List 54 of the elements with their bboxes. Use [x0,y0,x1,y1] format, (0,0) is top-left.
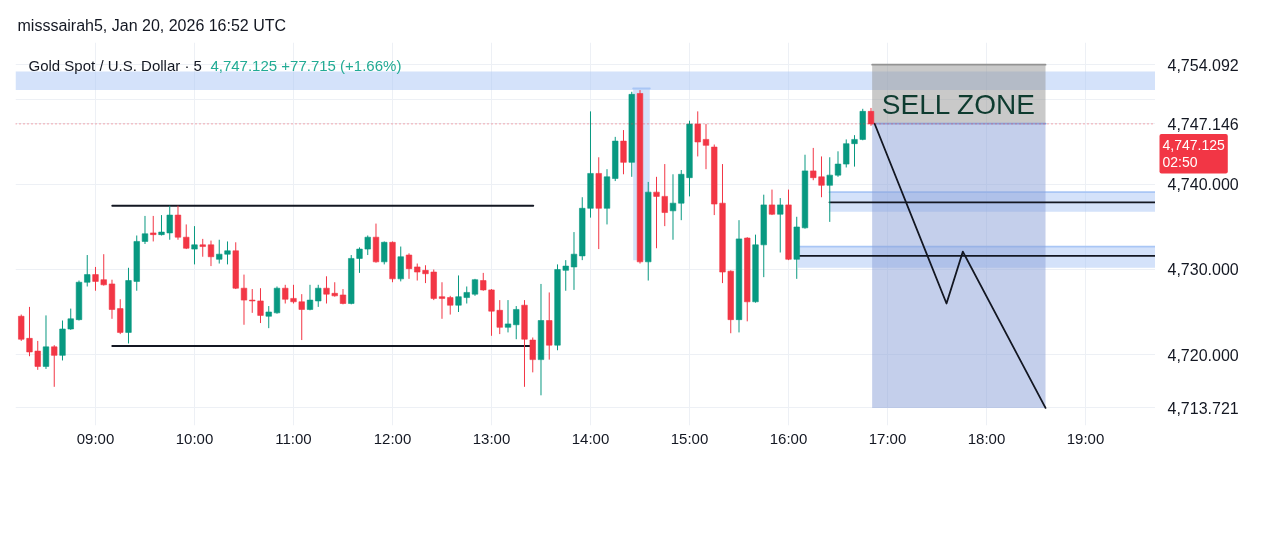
candlestick [620,129,627,175]
candlestick [438,281,446,320]
candlestick [117,298,124,335]
candlestick [669,173,677,241]
candlestick [447,295,454,316]
candlestick [240,274,248,326]
x-tick-label: 16:00 [769,429,808,447]
candlestick [183,223,190,250]
y-tick-label: 4,754.092 [1167,56,1239,74]
x-tick-label: 19:00 [1066,429,1105,447]
candlestick [405,252,413,280]
candlestick [67,308,74,331]
candlestick [51,344,58,388]
candlestick [150,215,157,242]
candlestick [298,293,305,341]
candlestick [42,314,50,370]
candlestick [768,189,776,216]
candlestick [834,150,842,178]
candlestick [141,215,149,245]
y-tick-label: 4,730.000 [1167,261,1239,279]
x-tick-label: 10:00 [175,429,214,447]
candlestick [826,156,833,223]
candlestick [306,284,314,311]
y-tick-label: 4,740.000 [1167,176,1239,194]
candlestick [364,234,371,256]
x-tick-label: 09:00 [76,429,115,447]
text: misssairah5, Jan 20, 2026 16:52 UTC [17,16,287,34]
candlestick [265,305,272,329]
series-label: SELL ZONE [881,88,1035,120]
candlestick [84,254,91,287]
x-tick-label: 17:00 [868,429,907,447]
candlestick [777,197,784,253]
y-tick-label: 4,747.146 [1167,115,1239,133]
x-tick-label: 14:00 [571,429,610,447]
text: Gold Spot / U.S. Dollar · 5 [28,57,202,74]
candlestick [315,284,322,308]
ref-line-label: 4,747.125 02:50 [1162,136,1225,171]
candlestick [529,337,536,373]
candlestick [191,225,198,265]
candlestick [513,305,520,340]
x-tick-label: 18:00 [967,429,1006,447]
candlestick [174,205,182,241]
candlestick [381,240,388,265]
candlestick [504,299,512,333]
x-tick-label: 12:00 [373,429,412,447]
candlestick [207,240,215,267]
candlestick [570,231,578,291]
x-tick-label: 11:00 [275,429,312,447]
y-tick-label: 4,720.000 [1167,346,1239,364]
text: 4,747.125 +77.715 (+1.66%) [210,57,402,74]
x-tick-label: 15:00 [670,429,709,447]
y-tick-label: 4,713.721 [1167,399,1239,417]
candlestick [397,246,404,282]
x-tick-label: 13:00 [472,429,511,447]
